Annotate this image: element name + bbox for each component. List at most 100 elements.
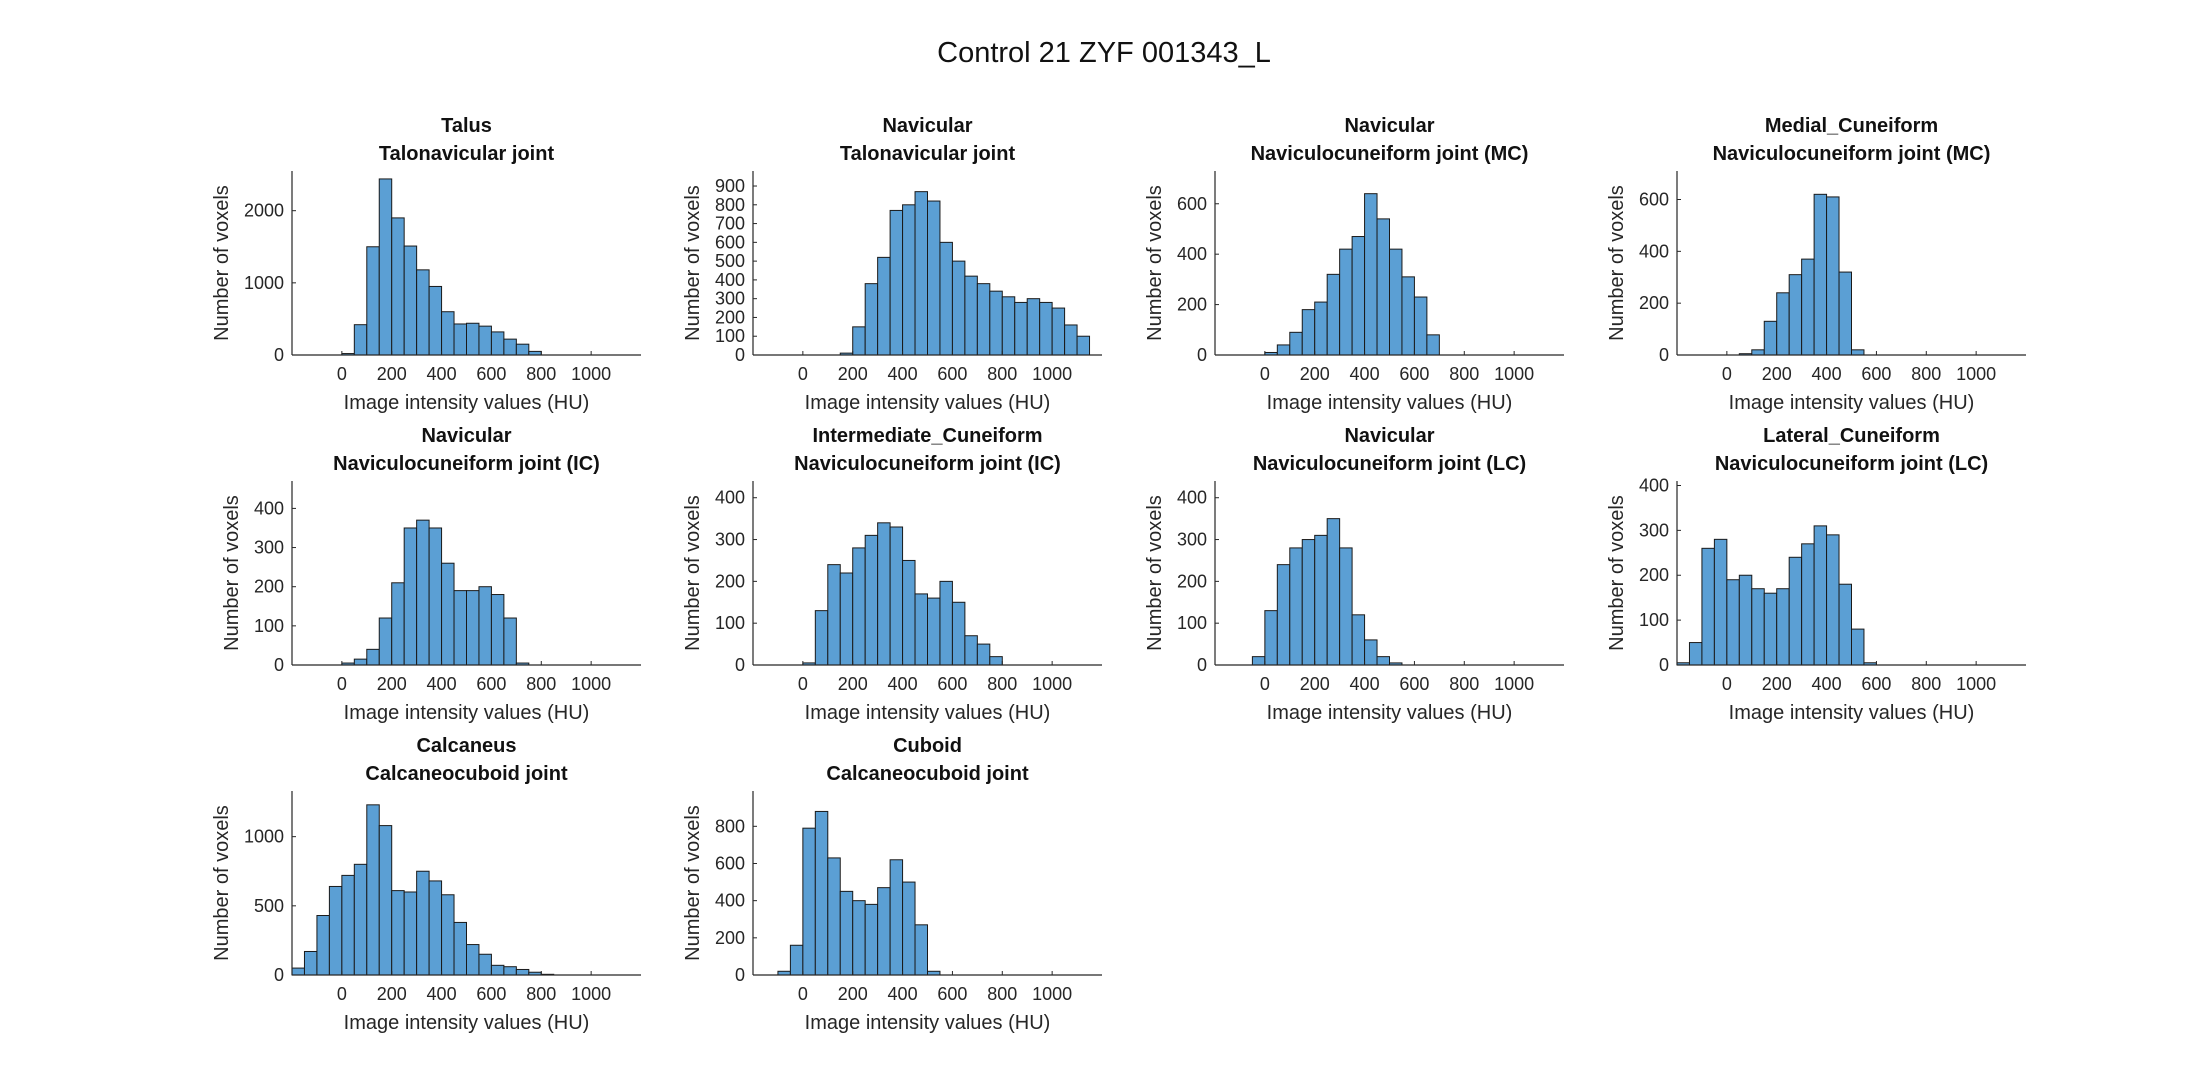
- y-tick-label: 300: [715, 530, 745, 550]
- histogram-bar: [353, 324, 368, 356]
- y-tick-label: 0: [735, 965, 745, 985]
- histogram-bar: [403, 245, 418, 356]
- histogram-bar: [864, 283, 879, 356]
- y-tick-label: 0: [274, 345, 284, 365]
- histogram-bar: [441, 562, 455, 666]
- y-tick-label: 300: [715, 289, 745, 309]
- y-tick-label: 1000: [244, 827, 284, 847]
- y-tick-label: 400: [715, 488, 745, 508]
- y-tick-label: 600: [715, 853, 745, 873]
- y-tick-label: 0: [1197, 655, 1207, 675]
- histogram-bar: [1364, 193, 1378, 356]
- x-axis-label: Image intensity values (HU): [1267, 702, 1513, 724]
- x-tick-label: 0: [1260, 364, 1270, 384]
- y-axis-label: Number of voxels: [682, 495, 704, 651]
- histogram-bar: [1688, 642, 1703, 666]
- histogram-bar: [814, 610, 829, 666]
- y-tick-label: 200: [254, 577, 284, 597]
- histogram-bar: [416, 870, 430, 976]
- histogram-bar: [366, 246, 380, 356]
- subplot-title-line1: Navicular: [1344, 115, 1434, 137]
- y-tick-label: 2000: [244, 201, 284, 221]
- x-tick-label: 1000: [571, 364, 611, 384]
- x-tick-label: 0: [798, 984, 808, 1004]
- x-tick-label: 600: [476, 674, 506, 694]
- y-axis-label: Number of voxels: [211, 805, 233, 961]
- x-tick-label: 800: [987, 674, 1017, 694]
- histogram-bar: [989, 656, 1003, 666]
- x-tick-label: 0: [798, 674, 808, 694]
- histogram-bar: [902, 204, 916, 356]
- subplot-5: 0 200 400 600 800 1000 0 100 200 300 400 Image inte…: [221, 425, 641, 724]
- histogram-bar: [1351, 614, 1366, 666]
- subplot-title-line1: Talus: [441, 115, 492, 137]
- subplot-title-line2: Naviculocuneiform joint (LC): [1715, 453, 1988, 475]
- y-tick-label: 500: [715, 251, 745, 271]
- x-tick-label: 400: [1812, 674, 1842, 694]
- x-tick-label: 1000: [1032, 364, 1072, 384]
- y-tick-label: 400: [254, 498, 284, 518]
- y-tick-label: 0: [1659, 345, 1669, 365]
- histogram-bar: [1776, 588, 1790, 666]
- histogram-bar: [877, 256, 891, 356]
- histogram-bar: [914, 191, 928, 356]
- y-axis-label: Number of voxels: [211, 185, 233, 341]
- histogram-bar: [466, 590, 480, 666]
- histogram-bar: [1289, 331, 1303, 356]
- y-tick-label: 600: [1639, 190, 1669, 210]
- x-tick-label: 1000: [1956, 364, 1996, 384]
- histogram-bar: [1264, 610, 1278, 666]
- histogram-bar: [428, 527, 443, 666]
- y-tick-label: 600: [715, 232, 745, 252]
- x-tick-label: 600: [476, 984, 506, 1004]
- histogram-bar: [1001, 296, 1016, 356]
- y-tick-label: 0: [735, 655, 745, 675]
- histogram-bar: [466, 322, 480, 356]
- histogram-bar: [353, 863, 368, 976]
- histogram-bar: [1376, 656, 1391, 666]
- y-tick-label: 400: [1639, 241, 1669, 261]
- histogram-bar: [814, 810, 829, 976]
- x-tick-label: 200: [377, 674, 407, 694]
- y-tick-label: 200: [1177, 295, 1207, 315]
- x-axis-label: Image intensity values (HU): [344, 702, 590, 724]
- histogram-bar: [416, 519, 430, 666]
- subplot-7: 0 200 400 600 800 1000 0 100 200 300 400 Image inte…: [1144, 425, 1564, 724]
- x-tick-label: 600: [476, 364, 506, 384]
- histogram-bar: [1413, 296, 1428, 356]
- subplot-title-line2: Talonavicular joint: [840, 143, 1016, 165]
- y-tick-label: 100: [1639, 610, 1669, 630]
- histogram-bar: [1401, 276, 1415, 356]
- x-axis-label: Image intensity values (HU): [805, 702, 1051, 724]
- histogram-bar: [889, 526, 904, 666]
- histogram-bar: [902, 559, 916, 666]
- y-tick-label: 300: [1177, 530, 1207, 550]
- histogram-bar: [416, 269, 430, 356]
- x-tick-label: 0: [1722, 674, 1732, 694]
- histogram-bar: [466, 944, 480, 976]
- histogram-bar: [889, 209, 904, 356]
- subplot-6: 0 200 400 600 800 1000 0 100 200 300 400 Image inte…: [682, 425, 1102, 724]
- x-tick-label: 200: [377, 364, 407, 384]
- histogram-bar: [353, 658, 368, 666]
- x-tick-label: 800: [1911, 674, 1941, 694]
- x-tick-label: 1000: [1494, 674, 1534, 694]
- subplot-title-line1: Navicular: [882, 115, 972, 137]
- histogram-bar: [1064, 324, 1078, 356]
- histogram-bar: [378, 825, 393, 976]
- x-tick-label: 1000: [571, 674, 611, 694]
- histogram-bar: [378, 178, 393, 356]
- histogram-bar: [490, 594, 505, 666]
- histogram-bar: [839, 572, 854, 666]
- histogram-bar: [927, 597, 941, 666]
- histogram-bar: [1788, 556, 1803, 666]
- y-tick-label: 800: [715, 816, 745, 836]
- histogram-bar: [341, 874, 355, 976]
- histogram-bar: [1426, 334, 1440, 356]
- subplot-10: 0 200 400 600 800 1000 0 200 400 600 800 Image inte…: [682, 735, 1102, 1034]
- y-tick-label: 100: [1177, 613, 1207, 633]
- histogram-bar: [989, 290, 1003, 356]
- histogram-bar: [902, 881, 916, 976]
- x-tick-label: 200: [1300, 364, 1330, 384]
- histogram-bar: [877, 522, 891, 666]
